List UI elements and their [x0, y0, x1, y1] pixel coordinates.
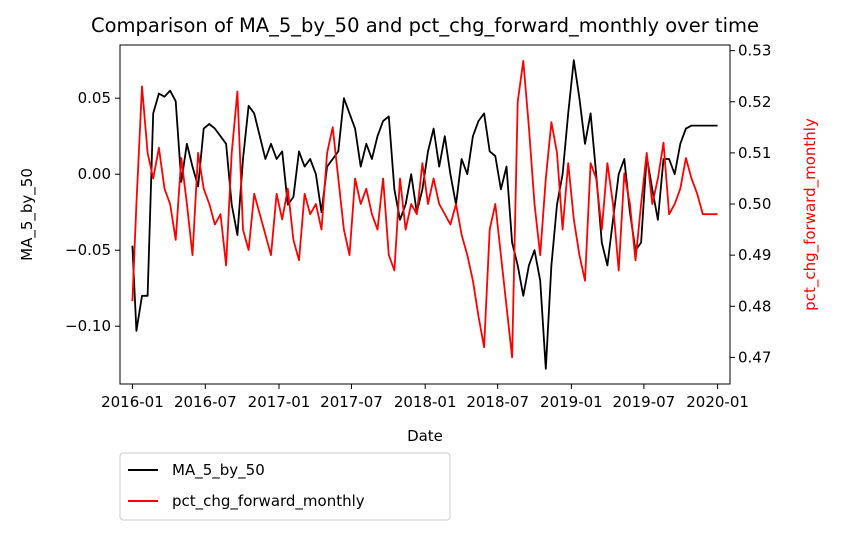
y-left-tick-label: 0.05	[78, 89, 111, 107]
y-right-tick-label: 0.53	[738, 42, 771, 60]
y-right-tick-label: 0.47	[738, 348, 771, 366]
series-line-2	[131, 60, 718, 359]
y-right-tick-label: 0.51	[738, 144, 771, 162]
x-tick-label: 2018-07	[466, 393, 529, 411]
x-tick-label: 2019-01	[540, 393, 603, 411]
x-tick-label: 2019-07	[613, 393, 676, 411]
y-axis-right-label: pct_chg_forward_monthly	[801, 118, 820, 311]
y-axis-left: 0.05 0.00 −0.05 −0.10	[65, 89, 120, 335]
x-tick-label: 2016-01	[101, 393, 164, 411]
y-left-tick-label: 0.00	[78, 165, 111, 183]
y-left-tick-label: −0.05	[65, 241, 111, 259]
y-right-tick-label: 0.48	[738, 297, 771, 315]
chart-title: Comparison of MA_5_by_50 and pct_chg_for…	[91, 14, 759, 37]
y-right-tick-label: 0.49	[738, 246, 771, 264]
x-tick-label: 2017-07	[320, 393, 383, 411]
x-tick-label: 2017-01	[248, 393, 311, 411]
legend-label-1: MA_5_by_50	[172, 461, 265, 480]
x-tick-label: 2020-01	[686, 393, 749, 411]
y-axis-left-label: MA_5_by_50	[18, 168, 37, 261]
y-left-tick-label: −0.10	[65, 317, 111, 335]
series-line-1	[131, 59, 718, 370]
legend-box	[119, 452, 451, 521]
y-right-tick-label: 0.52	[738, 93, 771, 111]
y-axis-right: 0.53 0.52 0.51 0.50 0.49 0.48 0.47	[730, 42, 771, 366]
legend: MA_5_by_50 pct_chg_forward_monthly	[119, 452, 451, 521]
x-axis: 2016-01 2016-07 2017-01 2017-07 2018-01 2018-…	[101, 384, 749, 411]
x-axis-label: Date	[407, 427, 443, 445]
plot-lines	[131, 59, 718, 370]
legend-label-2: pct_chg_forward_monthly	[172, 492, 365, 511]
y-right-tick-label: 0.50	[738, 195, 771, 213]
x-tick-label: 2018-01	[394, 393, 457, 411]
x-tick-label: 2016-07	[174, 393, 237, 411]
